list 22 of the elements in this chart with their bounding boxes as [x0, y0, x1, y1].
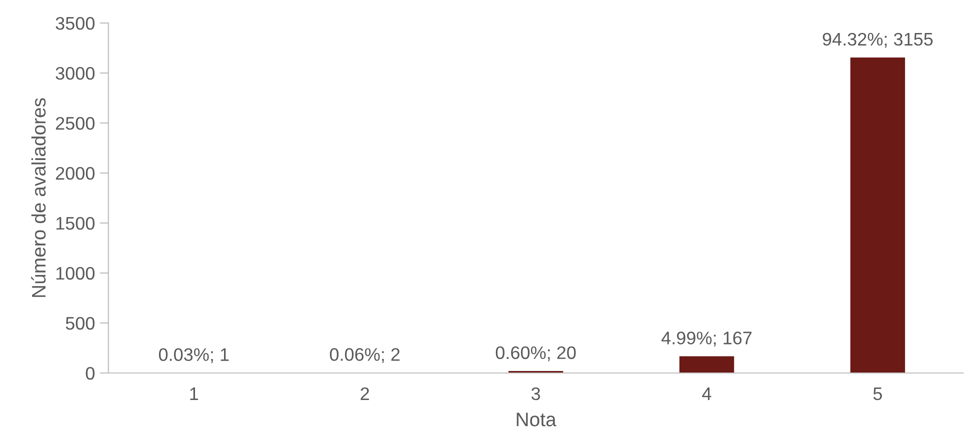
- y-tick-label: 500: [66, 316, 95, 330]
- y-axis-title: Número de avaliadores: [31, 98, 46, 297]
- x-tick-label: 3: [531, 387, 540, 400]
- data-label: 4.99%; 167: [661, 332, 752, 347]
- y-tick-label: 0: [86, 366, 95, 380]
- x-tick-label: 2: [360, 387, 369, 400]
- bar: [679, 356, 734, 374]
- x-tick-label: 1: [190, 388, 198, 400]
- y-tick-label: 3000: [56, 66, 95, 80]
- y-tick-label: 1000: [56, 266, 95, 280]
- y-tick-label: 2500: [56, 116, 95, 130]
- bar: [850, 58, 906, 374]
- x-tick-label: 4: [702, 388, 712, 400]
- data-label: 0.06%; 2: [330, 348, 400, 364]
- x-tick-label: 5: [873, 388, 882, 400]
- data-label: 94.32%; 3155: [822, 32, 933, 48]
- y-tick-label: 2000: [56, 166, 95, 180]
- y-tick-label: 1500: [56, 216, 95, 230]
- x-axis-title: Nota: [516, 412, 556, 426]
- data-label: 0.03%; 1: [158, 348, 229, 364]
- y-tick-label: 3500: [56, 16, 95, 30]
- data-label: 0.60%; 20: [496, 346, 576, 362]
